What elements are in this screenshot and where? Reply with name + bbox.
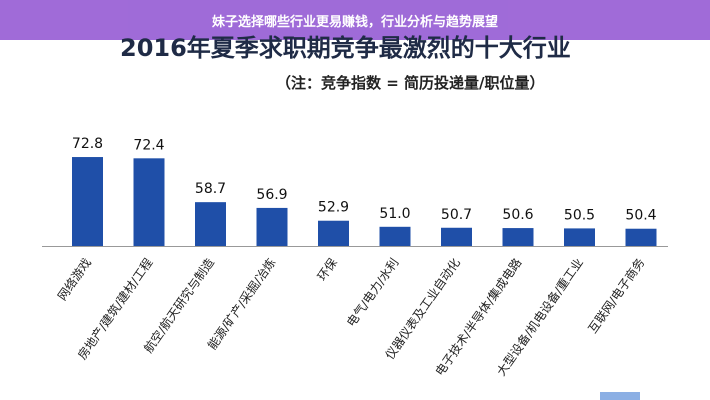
category-label-4: 能源/矿产/采掘/冶炼: [204, 255, 278, 352]
value-label-8: 50.6: [502, 207, 533, 223]
chart-title: 2016年夏季求职期竞争最激烈的十大行业: [120, 34, 571, 62]
banner-text: 妹子选择哪些行业更易赚钱，行业分析与趋势展望: [211, 14, 498, 30]
category-labels-group: 网络游戏房地产/建筑/建材/工程航空/航天研究与制造能源/矿产/采掘/冶炼 环保电…: [54, 255, 647, 378]
value-label-5: 52.9: [318, 200, 349, 216]
value-label-6: 51.0: [379, 206, 410, 222]
bar-6: [379, 226, 411, 246]
category-label-5: 环保: [315, 256, 340, 284]
category-label-6: 电气/电力/水利: [343, 255, 401, 329]
value-label-2: 72.4: [133, 137, 164, 153]
value-label-10: 50.4: [625, 208, 656, 224]
value-label-9: 50.5: [564, 207, 595, 223]
bar-1: [72, 157, 103, 246]
bar-10: [625, 228, 657, 246]
bar-3: [195, 202, 226, 246]
bar-7: [441, 227, 472, 246]
value-labels-group: 72.8 72.4 58.7 56.9 52.9 51.0 50.7 50.6 50.5 50.4: [72, 136, 657, 224]
bar-5: [318, 220, 349, 246]
category-label-10: 互联网/电子商务: [585, 255, 648, 336]
bar-8: [502, 228, 534, 246]
bar-4: [256, 207, 288, 246]
value-label-7: 50.7: [441, 207, 472, 223]
value-label-4: 56.9: [256, 187, 287, 203]
bar-9: [564, 228, 595, 246]
top-banner: 妹子选择哪些行业更易赚钱，行业分析与趋势展望: [0, 0, 710, 40]
decorative-strip: [600, 392, 640, 400]
bar-2: [133, 158, 165, 246]
value-label-1: 72.8: [72, 136, 103, 152]
category-label-3: 航空/航天研究与制造: [140, 255, 217, 355]
bars-group: [72, 157, 657, 246]
chart-subtitle: （注：竞争指数 = 简历投递量/职位量）: [276, 74, 545, 92]
category-label-1: 网络游戏: [54, 255, 94, 303]
value-label-3: 58.7: [195, 181, 226, 197]
